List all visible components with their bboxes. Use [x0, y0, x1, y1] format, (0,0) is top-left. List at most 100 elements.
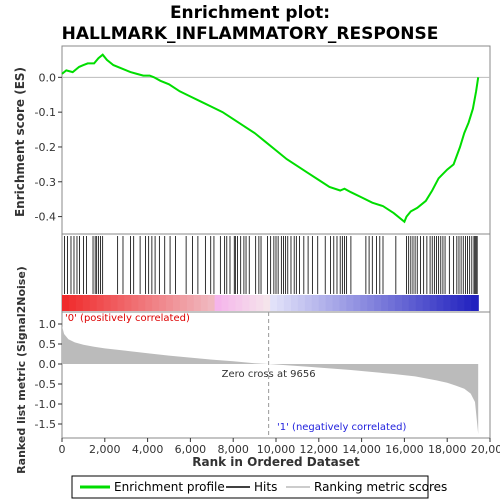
es-y-axis-label: Enrichment score (ES) — [13, 67, 27, 217]
colorbar-segment — [270, 295, 278, 311]
colorbar-segment — [325, 295, 334, 311]
x-tick-label: 18,000 — [428, 443, 467, 456]
x-tick-label: 8,000 — [217, 443, 249, 456]
colorbar-segment — [62, 295, 70, 311]
colorbar-segment — [256, 295, 264, 311]
legend: Enrichment profile Hits Ranking metric s… — [71, 475, 447, 499]
negative-correlation-label: '1' (negatively correlated) — [277, 422, 406, 433]
colorbar-segment — [179, 295, 188, 311]
es-y-axis-ticks: 0.0 -0.1 -0.2 -0.3 -0.4 — [35, 71, 62, 224]
colorbar-segment — [228, 295, 237, 311]
colorbar-segment — [193, 295, 202, 311]
colorbar-segment — [297, 295, 306, 311]
colorbar-segment — [75, 295, 84, 311]
es-panel — [61, 45, 491, 235]
colorbar-segment — [96, 295, 105, 311]
enrichment-profile-line — [61, 53, 480, 224]
colorbar-segment — [318, 295, 327, 311]
x-tick-label: 16,000 — [385, 443, 424, 456]
colorbar-segment — [221, 295, 230, 311]
colorbar-segment — [422, 295, 431, 311]
es-y-tick-label: -0.2 — [35, 141, 56, 154]
colorbar-segment — [89, 295, 98, 311]
colorbar-segment — [214, 295, 223, 311]
metric-y-tick-label: 0.5 — [39, 338, 57, 351]
colorbar-segment — [249, 295, 257, 311]
colorbar-segment — [124, 295, 132, 311]
legend-hits-label: Hits — [254, 480, 277, 494]
x-tick-label: 2,000 — [89, 443, 121, 456]
colorbar-segment — [186, 295, 195, 311]
legend-metric-label: Ranking metric scores — [314, 480, 447, 494]
colorbar-segment — [394, 295, 403, 311]
x-tick-label: 12,000 — [300, 443, 339, 456]
metric-y-tick-label: -1.0 — [35, 398, 56, 411]
colorbar-segment — [290, 295, 299, 311]
es-y-tick-label: -0.1 — [35, 106, 56, 119]
colorbar-segment — [117, 295, 126, 311]
legend-enrichment-label: Enrichment profile — [114, 480, 225, 494]
colorbar-segment — [443, 295, 452, 311]
ranked-list-colorbar — [62, 295, 479, 311]
colorbar-segment — [103, 295, 112, 311]
metric-y-axis-label: Ranked list metric (Signal2Noise) — [15, 266, 28, 474]
colorbar-segment — [145, 295, 153, 311]
zero-cross-label: Zero cross at 9656 — [222, 369, 316, 380]
colorbar-segment — [346, 295, 354, 311]
colorbar-segment — [471, 295, 479, 311]
colorbar-segment — [200, 295, 209, 311]
colorbar-segment — [159, 295, 167, 311]
colorbar-segment — [172, 295, 181, 311]
colorbar-segment — [110, 295, 119, 311]
x-tick-label: 10,000 — [257, 443, 296, 456]
colorbar-segment — [353, 295, 361, 311]
colorbar-segment — [138, 295, 146, 311]
colorbar-segment — [131, 295, 139, 311]
colorbar-segment — [242, 295, 250, 311]
x-axis-ticks: 0 2,000 4,000 6,000 8,000 10,000 12,000 14,000 1… — [59, 438, 500, 456]
es-y-tick-label: -0.3 — [35, 176, 56, 189]
es-y-tick-label: -0.4 — [35, 211, 56, 224]
colorbar-segment — [408, 295, 417, 311]
colorbar-segment — [415, 295, 424, 311]
metric-y-axis-ticks: 1.0 0.5 0.0 -0.5 -1.0 -1.5 — [35, 318, 62, 431]
metric-y-tick-label: 1.0 — [39, 318, 57, 331]
hits-markers — [64, 236, 478, 294]
colorbar-segment — [311, 295, 320, 311]
colorbar-segment — [166, 295, 174, 311]
colorbar-segment — [283, 295, 292, 311]
colorbar-segment — [367, 295, 375, 311]
colorbar-segment — [360, 295, 368, 311]
metric-y-tick-label: 0.0 — [39, 358, 57, 371]
colorbar-segment — [429, 295, 438, 311]
colorbar-segment — [152, 295, 160, 311]
positive-correlation-label: '0' (positively correlated) — [65, 313, 190, 324]
colorbar-segment — [339, 295, 348, 311]
x-tick-label: 20,000 — [471, 443, 500, 456]
colorbar-segment — [277, 295, 285, 311]
x-tick-label: 14,000 — [342, 443, 381, 456]
colorbar-segment — [381, 295, 389, 311]
colorbar-segment — [401, 295, 410, 311]
colorbar-segment — [464, 295, 472, 311]
chart-title-line2: HALLMARK_INFLAMMATORY_RESPONSE — [62, 24, 439, 44]
colorbar-segment — [235, 295, 243, 311]
colorbar-segment — [207, 295, 216, 311]
chart-title-line1: Enrichment plot: — [170, 3, 330, 23]
x-tick-label: 0 — [59, 443, 66, 456]
x-tick-label: 4,000 — [132, 443, 164, 456]
metric-y-tick-label: -1.5 — [35, 418, 56, 431]
es-y-tick-label: 0.0 — [39, 71, 57, 84]
colorbar-segment — [263, 295, 271, 311]
colorbar-segment — [82, 295, 91, 311]
colorbar-segment — [304, 295, 313, 311]
colorbar-segment — [388, 295, 396, 311]
colorbar-segment — [457, 295, 465, 311]
colorbar-segment — [436, 295, 445, 311]
colorbar-segment — [374, 295, 382, 311]
colorbar-segment — [332, 295, 341, 311]
x-axis-label: Rank in Ordered Dataset — [192, 455, 360, 469]
metric-y-tick-label: -0.5 — [35, 378, 56, 391]
colorbar-segment — [450, 295, 459, 311]
